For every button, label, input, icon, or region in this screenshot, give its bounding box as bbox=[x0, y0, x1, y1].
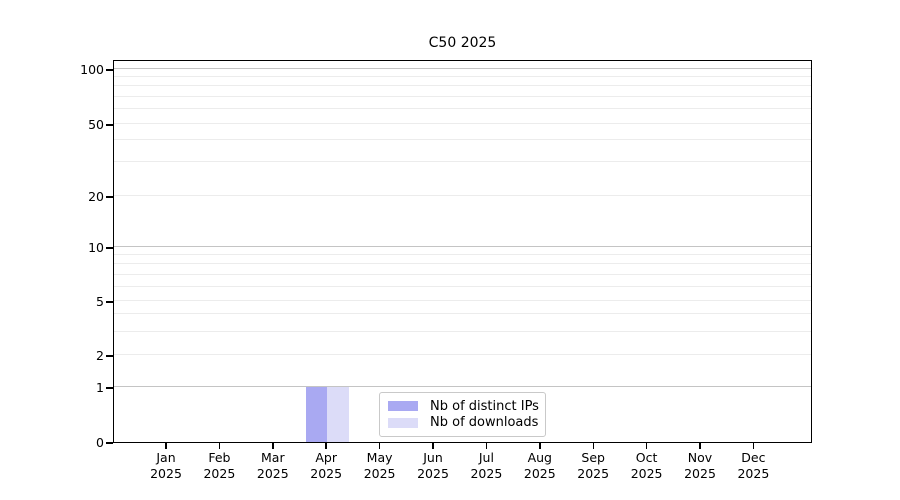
y-tick-mark bbox=[106, 247, 113, 249]
bar-nb-of-downloads bbox=[327, 387, 349, 442]
legend-swatch bbox=[388, 401, 418, 412]
x-tick-label: Nov 2025 bbox=[668, 450, 732, 482]
x-tick-month: Oct bbox=[635, 450, 658, 465]
x-tick-month: Jan bbox=[156, 450, 176, 465]
y-tick-label: 100 bbox=[80, 62, 104, 77]
x-tick-month: Aug bbox=[527, 450, 552, 465]
legend-item: Nb of distinct IPs bbox=[388, 398, 539, 415]
legend-swatch bbox=[388, 417, 418, 428]
x-tick-label: Mar 2025 bbox=[241, 450, 305, 482]
y-tick-mark bbox=[106, 387, 113, 389]
x-tick-month: Nov bbox=[687, 450, 713, 465]
x-tick-month: Jul bbox=[478, 450, 494, 465]
gridline-y-10 bbox=[114, 246, 811, 247]
x-tick-mark bbox=[752, 443, 755, 449]
legend-label: Nb of distinct IPs bbox=[430, 398, 539, 414]
y-tick-mark bbox=[106, 301, 113, 303]
x-tick-month: Sep bbox=[581, 450, 605, 465]
x-tick-month: Apr bbox=[315, 450, 337, 465]
gridline-y-3 bbox=[114, 331, 811, 332]
x-tick-year: 2025 bbox=[150, 466, 182, 481]
gridline-y-40 bbox=[114, 139, 811, 140]
x-tick-year: 2025 bbox=[684, 466, 716, 481]
x-tick-mark bbox=[539, 443, 541, 449]
x-tick-month: Mar bbox=[261, 450, 285, 465]
x-tick-year: 2025 bbox=[737, 466, 770, 481]
y-tick-label: 1 bbox=[96, 380, 104, 395]
gridline-y-5 bbox=[114, 300, 811, 301]
x-tick-mark bbox=[325, 443, 327, 449]
y-tick-mark bbox=[106, 355, 113, 357]
y-tick-label: 0 bbox=[96, 435, 104, 450]
gridline-y-7 bbox=[114, 274, 811, 275]
x-tick-month: Feb bbox=[208, 450, 231, 465]
chart-title: C50 2025 bbox=[428, 35, 497, 51]
y-tick-label: 2 bbox=[96, 348, 104, 363]
y-tick-mark bbox=[106, 69, 113, 71]
x-tick-mark bbox=[699, 443, 701, 449]
gridline-y-60 bbox=[114, 107, 811, 109]
x-tick-year: 2025 bbox=[310, 466, 343, 481]
gridline-y-90 bbox=[114, 76, 811, 77]
x-tick-month: Jun bbox=[423, 450, 443, 465]
x-tick-mark bbox=[432, 443, 434, 449]
x-tick-month: Dec bbox=[741, 450, 766, 465]
y-tick-mark bbox=[106, 442, 113, 444]
gridline-y-100 bbox=[114, 68, 811, 69]
x-tick-mark bbox=[485, 443, 488, 449]
gridline-y-1 bbox=[114, 386, 811, 387]
y-tick-label: 10 bbox=[88, 240, 104, 255]
x-tick-label: Dec 2025 bbox=[721, 450, 785, 482]
gridline-y-2 bbox=[114, 354, 811, 355]
x-tick-label: Apr 2025 bbox=[294, 450, 358, 482]
x-tick-label: Oct 2025 bbox=[615, 450, 679, 482]
x-tick-label: Jun 2025 bbox=[401, 450, 465, 482]
x-tick-mark bbox=[645, 443, 648, 449]
gridline-y-30 bbox=[114, 161, 811, 162]
x-tick-label: Sep 2025 bbox=[561, 450, 625, 482]
x-tick-label: Jan 2025 bbox=[134, 450, 198, 482]
x-tick-month: May bbox=[366, 450, 393, 465]
x-tick-label: Jul 2025 bbox=[454, 450, 518, 482]
gridline-y-50 bbox=[114, 123, 811, 124]
x-tick-label: May 2025 bbox=[348, 450, 412, 482]
y-tick-label: 50 bbox=[88, 117, 104, 132]
legend-box: Nb of distinct IPs Nb of downloads bbox=[379, 392, 546, 437]
x-tick-label: Aug 2025 bbox=[508, 450, 572, 482]
x-tick-mark bbox=[378, 443, 381, 449]
y-tick-label: 20 bbox=[88, 189, 104, 204]
x-tick-year: 2025 bbox=[577, 466, 610, 481]
x-tick-year: 2025 bbox=[203, 466, 236, 481]
gridline-y-80 bbox=[114, 85, 811, 86]
y-tick-mark bbox=[106, 196, 113, 198]
legend-label: Nb of downloads bbox=[430, 415, 539, 431]
plot-area bbox=[113, 60, 812, 443]
x-tick-year: 2025 bbox=[470, 466, 503, 481]
gridline-y-70 bbox=[114, 96, 811, 97]
x-tick-mark bbox=[592, 443, 594, 449]
x-tick-year: 2025 bbox=[630, 466, 663, 481]
x-tick-label: Feb 2025 bbox=[187, 450, 251, 482]
gridline-y-8 bbox=[114, 263, 811, 264]
gridline-y-6 bbox=[114, 285, 811, 287]
y-tick-mark bbox=[106, 124, 113, 126]
legend-item: Nb of downloads bbox=[388, 415, 539, 432]
x-tick-year: 2025 bbox=[523, 466, 556, 481]
gridline-y-4 bbox=[114, 313, 811, 314]
x-tick-mark bbox=[165, 443, 167, 449]
x-tick-mark bbox=[272, 443, 274, 449]
y-tick-label: 5 bbox=[96, 294, 104, 309]
bar-nb-of-distinct-ips bbox=[305, 387, 328, 442]
gridline-y-20 bbox=[114, 195, 811, 196]
x-tick-year: 2025 bbox=[256, 466, 289, 481]
x-tick-mark bbox=[218, 443, 221, 449]
x-tick-year: 2025 bbox=[363, 466, 396, 481]
x-tick-year: 2025 bbox=[417, 466, 449, 481]
gridline-y-9 bbox=[114, 254, 811, 255]
